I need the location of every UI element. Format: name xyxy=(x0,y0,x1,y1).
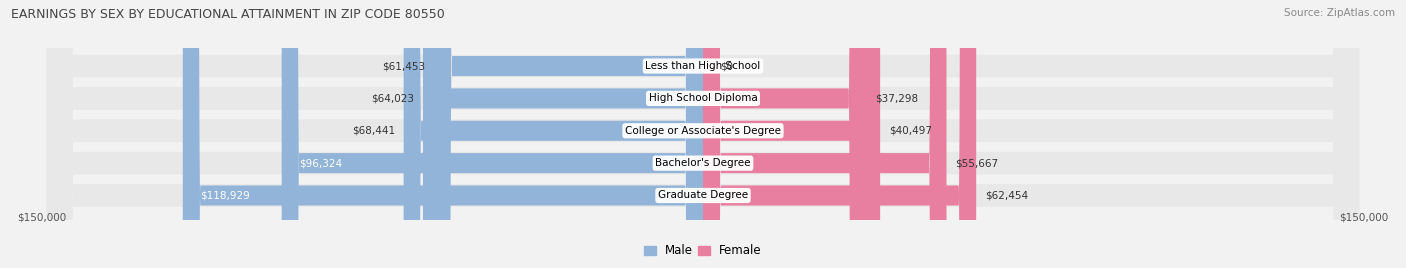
FancyBboxPatch shape xyxy=(703,0,880,268)
Text: Source: ZipAtlas.com: Source: ZipAtlas.com xyxy=(1284,8,1395,18)
Text: Graduate Degree: Graduate Degree xyxy=(658,191,748,200)
Legend: Male, Female: Male, Female xyxy=(640,239,766,262)
FancyBboxPatch shape xyxy=(46,0,1360,268)
Text: $64,023: $64,023 xyxy=(371,94,415,103)
Text: Less than High School: Less than High School xyxy=(645,61,761,71)
FancyBboxPatch shape xyxy=(46,0,1360,268)
Text: $118,929: $118,929 xyxy=(200,191,250,200)
FancyBboxPatch shape xyxy=(183,0,703,268)
FancyBboxPatch shape xyxy=(281,0,703,268)
Text: High School Diploma: High School Diploma xyxy=(648,94,758,103)
FancyBboxPatch shape xyxy=(404,0,703,268)
FancyBboxPatch shape xyxy=(46,0,1360,268)
FancyBboxPatch shape xyxy=(703,0,976,268)
Text: $0: $0 xyxy=(720,61,734,71)
FancyBboxPatch shape xyxy=(703,0,714,268)
FancyBboxPatch shape xyxy=(434,0,703,268)
Text: $55,667: $55,667 xyxy=(955,158,998,168)
Text: College or Associate's Degree: College or Associate's Degree xyxy=(626,126,780,136)
FancyBboxPatch shape xyxy=(703,0,946,268)
Text: $150,000: $150,000 xyxy=(17,213,66,222)
FancyBboxPatch shape xyxy=(423,0,703,268)
Text: $96,324: $96,324 xyxy=(299,158,342,168)
Text: Bachelor's Degree: Bachelor's Degree xyxy=(655,158,751,168)
Text: $62,454: $62,454 xyxy=(986,191,1028,200)
Text: $37,298: $37,298 xyxy=(875,94,918,103)
FancyBboxPatch shape xyxy=(46,0,1360,268)
Text: $40,497: $40,497 xyxy=(889,126,932,136)
Text: $61,453: $61,453 xyxy=(382,61,426,71)
Text: $68,441: $68,441 xyxy=(352,126,395,136)
FancyBboxPatch shape xyxy=(703,0,866,268)
FancyBboxPatch shape xyxy=(46,0,1360,268)
Text: EARNINGS BY SEX BY EDUCATIONAL ATTAINMENT IN ZIP CODE 80550: EARNINGS BY SEX BY EDUCATIONAL ATTAINMEN… xyxy=(11,8,444,21)
Text: $150,000: $150,000 xyxy=(1340,213,1389,222)
